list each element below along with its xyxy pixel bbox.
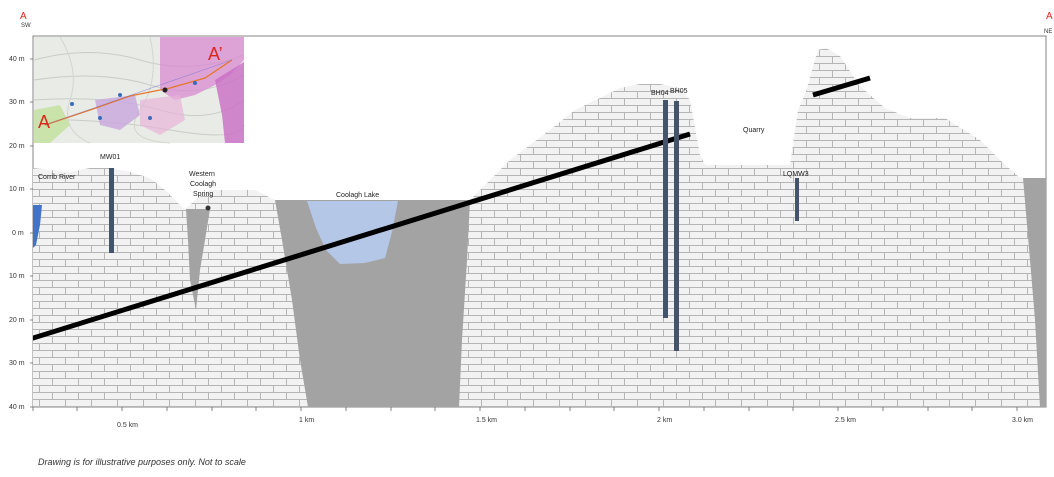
x-tick-label: 0.5 km xyxy=(117,422,138,429)
lake-basin-fill xyxy=(275,200,470,407)
borehole-mw01 xyxy=(109,168,114,253)
inset-marker-end: A’ xyxy=(208,44,223,64)
borehole-bh05 xyxy=(674,101,679,351)
y-tick-label: 40 m xyxy=(9,404,25,411)
y-tick-label: 10 m xyxy=(9,273,25,280)
y-tick-label: 30 m xyxy=(9,360,25,367)
y-axis: 40 m 30 m 20 m 10 m 0 m 10 m 20 m 30 m 4… xyxy=(9,56,33,411)
x-tick-label: 3.0 km xyxy=(1012,417,1033,424)
label-mw01: MW01 xyxy=(100,154,120,161)
inset-location-map: A A’ xyxy=(33,36,245,144)
y-tick-label: 30 m xyxy=(9,99,25,106)
y-tick-label: 0 m xyxy=(12,230,24,237)
fault-line-quarry xyxy=(812,75,871,98)
section-end-direction: NE xyxy=(1044,29,1052,35)
right-fill-deposit xyxy=(1023,178,1046,407)
section-start-marker: A xyxy=(20,11,27,22)
label-lqmw3: LQMW3 xyxy=(783,171,809,178)
x-tick-label: 1.5 km xyxy=(476,417,497,424)
x-tick-label: 2 km xyxy=(657,417,672,424)
spring-conduit xyxy=(186,209,210,310)
label-quarry: Quarry xyxy=(743,127,765,134)
label-coolagh-lake: Coolagh Lake xyxy=(336,192,379,199)
label-spring-line-2: Coolagh xyxy=(190,181,216,188)
label-spring-line-1: Western xyxy=(189,171,215,178)
section-end-marker: A xyxy=(1046,11,1053,22)
inset-marker-start: A xyxy=(38,112,50,132)
label-corrib-river: Corrib River xyxy=(38,174,76,181)
x-axis: 0.5 km 1 km 1.5 km 2 km 2.5 km 3.0 km xyxy=(32,407,1033,429)
x-tick-label: 1 km xyxy=(299,417,314,424)
fault-line xyxy=(33,131,691,341)
label-bh04: BH04 xyxy=(651,90,669,97)
corrib-river-water xyxy=(33,205,42,248)
borehole-bh04 xyxy=(663,100,668,318)
label-bh05: BH05 xyxy=(670,88,688,95)
y-tick-label: 40 m xyxy=(9,56,25,63)
limestone-bedrock xyxy=(33,48,1046,407)
y-tick-label: 20 m xyxy=(9,143,25,150)
y-tick-label: 10 m xyxy=(9,186,25,193)
label-spring-line-3: Spring xyxy=(193,191,213,198)
footnote: Drawing is for illustrative purposes onl… xyxy=(38,457,246,467)
section-start-direction: SW xyxy=(21,23,31,29)
borehole-lqmw3 xyxy=(795,178,799,221)
spring-point xyxy=(205,205,211,211)
y-tick-label: 20 m xyxy=(9,317,25,324)
x-tick-label: 2.5 km xyxy=(835,417,856,424)
